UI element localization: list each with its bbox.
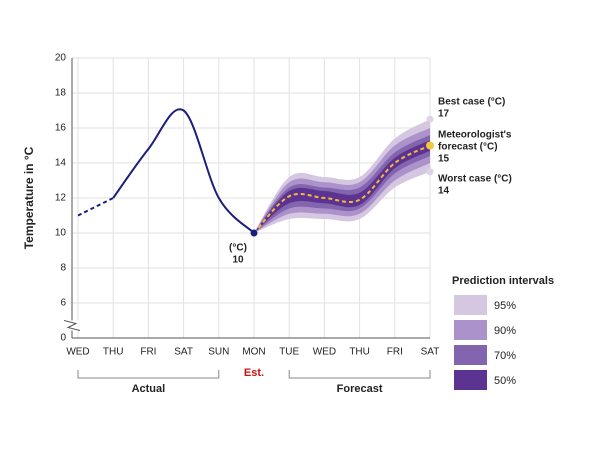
y-tick-label: 18 [55, 88, 67, 99]
group-label: Forecast [337, 383, 383, 395]
group-label: Actual [132, 383, 166, 395]
line [253, 144, 431, 234]
legend-title: Prediction intervals [452, 275, 554, 287]
legend-label: 90% [494, 325, 516, 337]
line [77, 197, 114, 217]
annotation-value: 15 [438, 154, 450, 165]
annotation: forecast (°C) [438, 142, 498, 153]
legend-label: 95% [494, 300, 516, 312]
y-tick-label: 14 [55, 158, 67, 169]
legend-label: 50% [494, 375, 516, 387]
interval-band [254, 135, 430, 233]
legend-label: 70% [494, 350, 516, 362]
x-tick-label: THU [349, 347, 370, 358]
annotation: Best case (°C) [438, 97, 505, 108]
legend-swatch [454, 295, 487, 315]
x-tick-label: WED [66, 347, 89, 358]
annotation-value: 10 [232, 255, 244, 266]
x-tick-label: SUN [208, 347, 229, 358]
y-tick-label: 0 [60, 333, 66, 344]
point [426, 168, 434, 176]
line [112, 108, 255, 234]
annotation-value: 14 [438, 186, 450, 197]
bracket [77, 370, 220, 379]
y-tick-label: 20 [55, 53, 67, 64]
x-tick-label: THU [103, 347, 124, 358]
point [250, 229, 258, 237]
bracket [288, 370, 431, 379]
y-tick-label: 10 [55, 228, 67, 239]
annotation: (°C) [229, 243, 247, 254]
x-tick-label: MON [242, 347, 265, 358]
x-tick-label: FRI [387, 347, 403, 358]
legend-swatch [454, 320, 487, 340]
annotation-value: 17 [438, 109, 450, 120]
annotation: Meteorologist's [438, 130, 512, 141]
x-tick-label: SAT [174, 347, 193, 358]
group-label: Est. [244, 367, 264, 379]
point [426, 141, 434, 150]
point [426, 115, 434, 123]
legend-swatch [454, 370, 487, 390]
interval-band [254, 140, 430, 233]
annotation: Worst case (°C) [438, 174, 512, 185]
x-tick-label: WED [313, 347, 336, 358]
y-tick-label: 12 [55, 193, 67, 204]
y-tick-label: 8 [60, 263, 66, 274]
x-tick-label: TUE [279, 347, 299, 358]
x-tick-label: FRI [140, 347, 156, 358]
y-tick-label: 6 [60, 298, 66, 309]
y-axis-label: Temperature in °C [22, 146, 36, 249]
y-tick-label: 16 [55, 123, 67, 134]
axis-break [63, 320, 81, 331]
legend-swatch [454, 345, 487, 365]
x-tick-label: SAT [421, 347, 440, 358]
